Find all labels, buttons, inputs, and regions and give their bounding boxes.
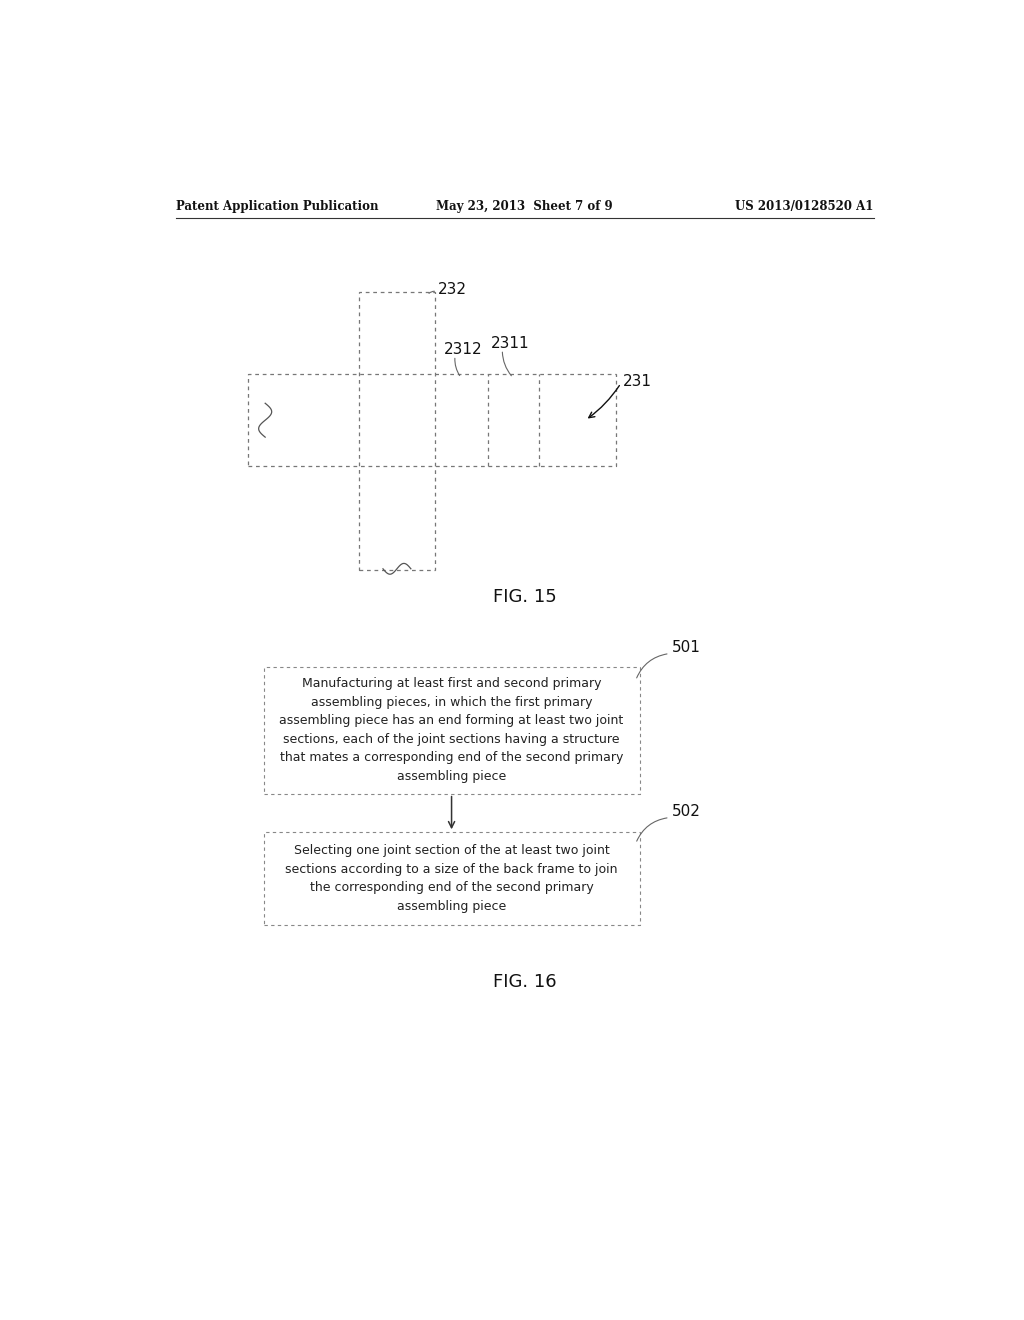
Text: 501: 501 — [672, 640, 700, 655]
Text: Patent Application Publication: Patent Application Publication — [176, 199, 379, 213]
Text: US 2013/0128520 A1: US 2013/0128520 A1 — [735, 199, 873, 213]
Text: 502: 502 — [672, 804, 700, 818]
Text: 231: 231 — [623, 374, 651, 389]
Text: Manufacturing at least first and second primary
assembling pieces, in which the : Manufacturing at least first and second … — [280, 677, 624, 783]
Bar — [359, 292, 435, 570]
Bar — [263, 667, 640, 793]
Text: May 23, 2013  Sheet 7 of 9: May 23, 2013 Sheet 7 of 9 — [436, 199, 613, 213]
Text: 2311: 2311 — [490, 335, 529, 351]
Bar — [263, 832, 640, 924]
Text: 2312: 2312 — [443, 342, 482, 356]
Bar — [248, 374, 616, 466]
Text: FIG. 16: FIG. 16 — [493, 973, 557, 991]
Text: FIG. 15: FIG. 15 — [493, 589, 557, 606]
Text: 232: 232 — [438, 281, 467, 297]
Text: Selecting one joint section of the at least two joint
sections according to a si: Selecting one joint section of the at le… — [286, 843, 617, 912]
